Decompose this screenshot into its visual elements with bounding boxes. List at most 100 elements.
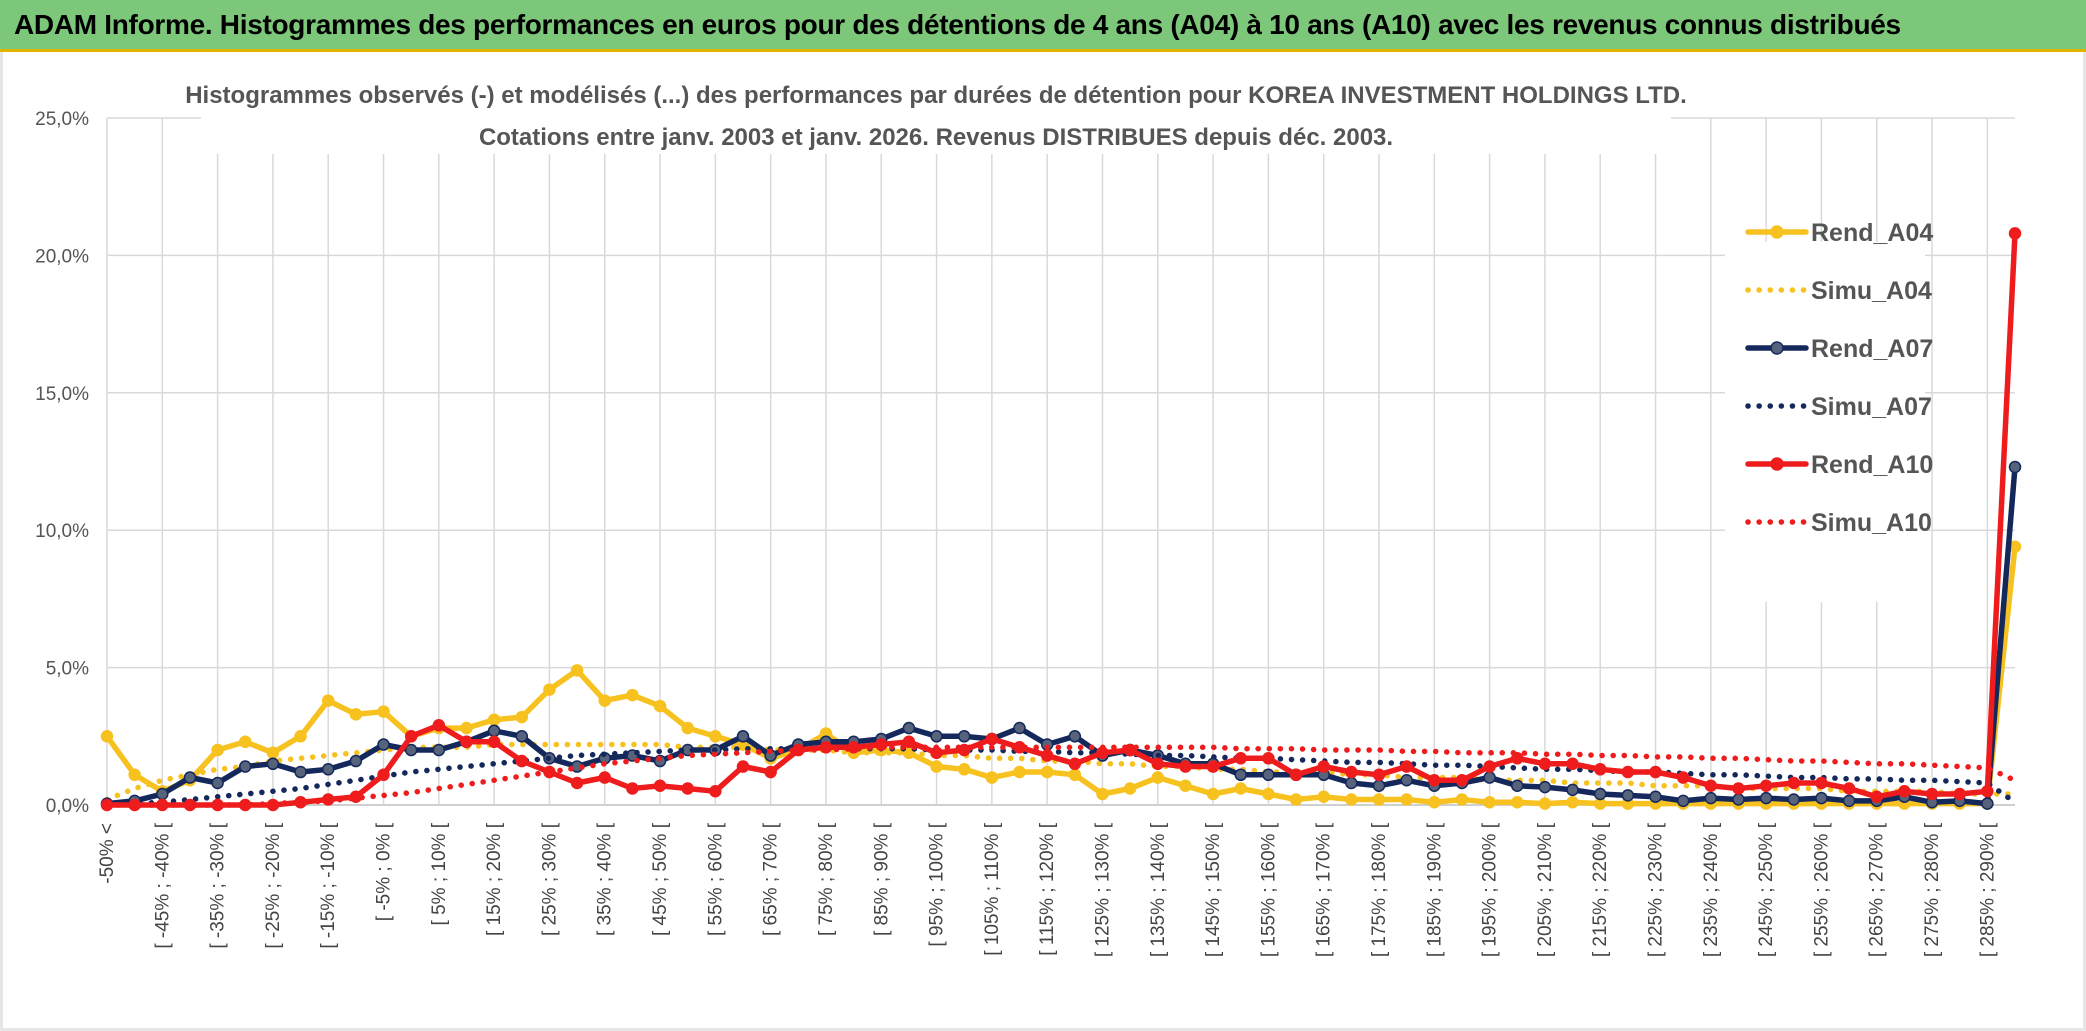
point-rend-a10 <box>1372 768 1386 782</box>
point-rend-a10 <box>1732 782 1745 795</box>
point-rend-a07 <box>1538 780 1552 794</box>
point-rend-a04 <box>1400 793 1413 806</box>
point-rend-a10 <box>1842 782 1856 795</box>
point-rend-a04 <box>626 688 639 702</box>
x-tick-label: [ 105% ; 110% [ <box>982 822 1003 955</box>
x-tick-label: [ 65% ; 70% [ <box>761 822 782 936</box>
point-rend-a10 <box>1234 752 1247 765</box>
point-rend-a04 <box>1206 787 1220 801</box>
point-rend-a07 <box>1815 791 1828 805</box>
chart-frame: 0,0% 5,0% 10,0% 15,0% 20,0% 25,0% -50% < [ -45… <box>0 52 2086 1031</box>
point-rend-a07 <box>211 776 224 790</box>
chart-title-line1: Histogrammes observés (-) et modélisés (… <box>185 82 1687 109</box>
report-banner: ADAM Informe. Histogrammes des performan… <box>0 0 2086 52</box>
point-rend-a07 <box>902 721 916 735</box>
y-tick-label: 20,0% <box>35 246 89 267</box>
x-tick-label: [ 285% ; 290% [ <box>1977 822 1998 957</box>
report-title: ADAM Informe. Histogrammes des performan… <box>14 8 1901 40</box>
point-rend-a07 <box>736 730 750 743</box>
x-tick-label: [ 185% ; 190% [ <box>1424 822 1445 957</box>
point-rend-a10 <box>460 735 473 749</box>
point-rend-a10 <box>377 768 390 782</box>
point-rend-a04 <box>1345 793 1358 806</box>
point-rend-a10 <box>598 771 611 784</box>
point-rend-a10 <box>1483 760 1496 773</box>
x-tick-label: [ 245% ; 250% [ <box>1756 822 1777 957</box>
point-rend-a10 <box>1566 757 1579 771</box>
point-rend-a04 <box>1455 793 1469 806</box>
point-rend-a10 <box>1511 752 1524 765</box>
point-rend-a10 <box>681 782 694 795</box>
point-rend-a07 <box>1013 721 1026 735</box>
series-simu-a07 <box>104 745 2018 808</box>
point-rend-a04 <box>239 735 252 749</box>
point-rend-a04 <box>487 713 501 727</box>
chart-title-line2: Cotations entre janv. 2003 et janv. 2026… <box>479 124 1393 151</box>
point-rend-a04 <box>957 763 971 776</box>
point-rend-a04 <box>1123 782 1137 795</box>
x-tick-label: [ 165% ; 170% [ <box>1314 822 1335 957</box>
point-rend-a10 <box>1400 760 1413 773</box>
x-tick-label: [ 145% ; 150% [ <box>1203 822 1224 957</box>
chart-title: Histogrammes observés (-) et modélisés (… <box>185 74 1687 154</box>
point-rend-a04 <box>1013 765 1026 779</box>
x-tick-label: [ 45% ; 50% [ <box>650 822 671 936</box>
point-rend-a07 <box>1234 768 1247 782</box>
point-rend-a10 <box>1151 757 1165 771</box>
y-tick-label: 15,0% <box>35 384 89 405</box>
point-rend-a10 <box>1759 779 1773 793</box>
series-rend-a10 <box>104 230 2018 808</box>
point-rend-a10 <box>2008 227 2022 240</box>
point-rend-a04 <box>128 768 141 782</box>
point-rend-a10 <box>902 735 916 749</box>
point-rend-a07 <box>377 738 390 751</box>
point-rend-a10 <box>626 782 639 795</box>
point-rend-a07 <box>1981 797 1994 810</box>
point-rend-a04 <box>681 721 694 735</box>
point-rend-a04 <box>377 705 390 718</box>
point-rend-a07 <box>1759 791 1773 805</box>
x-tick-label: [ 205% ; 210% [ <box>1535 822 1556 957</box>
point-rend-a10 <box>1289 768 1303 782</box>
point-rend-a04 <box>653 699 667 713</box>
point-rend-a10 <box>487 735 501 749</box>
point-rend-a10 <box>985 732 999 746</box>
point-rend-a07 <box>1732 793 1745 806</box>
point-rend-a04 <box>294 730 307 743</box>
point-rend-a07 <box>1372 779 1386 793</box>
series-lines <box>100 227 2022 812</box>
point-rend-a10 <box>1206 760 1220 773</box>
legend-marker <box>1770 341 1784 355</box>
x-tick-label: [ 25% ; 30% [ <box>539 822 560 936</box>
x-axis-ticks: -50% < [ -45% ; -40% [[ -35% ; -30% [[ -2… <box>97 822 1998 957</box>
point-rend-a07 <box>1676 794 1690 808</box>
point-rend-a04 <box>930 760 943 773</box>
series-simu-a10 <box>104 744 2018 808</box>
point-rend-a10 <box>1262 752 1275 765</box>
point-rend-a07 <box>1621 789 1635 802</box>
x-tick-label: [ 75% ; 80% [ <box>816 822 837 936</box>
legend: Rend_A04 Simu_A04 Rend_A07 Simu_A07 Rend_A10… <box>1725 219 1933 602</box>
point-rend-a04 <box>1372 793 1386 806</box>
point-rend-a10 <box>1317 760 1330 773</box>
point-rend-a10 <box>432 719 446 732</box>
x-tick-label: [ -5% ; 0% [ <box>374 822 395 921</box>
point-rend-a10 <box>1925 787 1939 801</box>
x-tick-label: [ -35% ; -30% [ <box>208 822 229 948</box>
x-tick-label: [ 195% ; 200% [ <box>1480 822 1501 957</box>
point-rend-a07 <box>321 763 335 776</box>
point-rend-a07 <box>1593 787 1607 801</box>
x-tick-label: [ 265% ; 270% [ <box>1867 822 1888 957</box>
point-rend-a07 <box>1511 779 1524 793</box>
x-tick-label: [ 175% ; 180% [ <box>1369 822 1390 957</box>
legend-marker <box>1770 225 1784 239</box>
x-tick-label: [ 55% ; 60% [ <box>705 822 726 936</box>
point-rend-a07 <box>432 743 446 757</box>
y-tick-label: 10,0% <box>35 521 89 542</box>
x-tick-label: [ 125% ; 130% [ <box>1092 822 1113 957</box>
x-tick-label: [ 155% ; 160% [ <box>1258 822 1279 957</box>
point-rend-a10 <box>1068 757 1082 771</box>
x-tick-label: [ -45% ; -40% [ <box>152 822 173 948</box>
point-rend-a10 <box>1676 771 1690 784</box>
point-rend-a10 <box>653 779 667 793</box>
